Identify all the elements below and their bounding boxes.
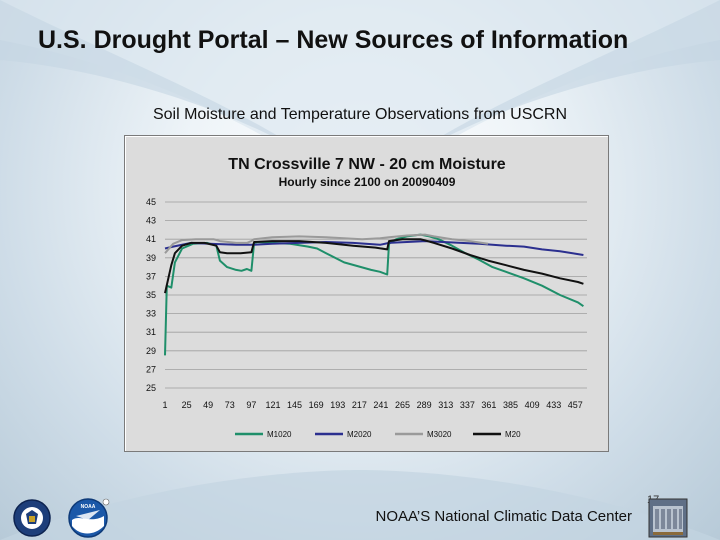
y-tick-label: 29	[146, 346, 156, 356]
y-tick-label: 43	[146, 216, 156, 226]
series-group	[164, 233, 584, 356]
x-tick-label: 241	[373, 400, 388, 410]
y-tick-label: 31	[146, 327, 156, 337]
slide-title: U.S. Drought Portal – New Sources of Inf…	[38, 26, 629, 54]
y-tick-label: 39	[146, 253, 156, 263]
x-tick-label: 409	[525, 400, 540, 410]
series-line-m20	[164, 238, 584, 294]
y-tick-label: 35	[146, 290, 156, 300]
y-tick-label: 37	[146, 271, 156, 281]
chart-container: TN Crossville 7 NW - 20 cm Moisture Hour…	[124, 135, 609, 452]
x-tick-label: 193	[330, 400, 345, 410]
y-axis: 45 43 41 39 37 35 33 31 29 27 25	[146, 197, 156, 393]
grid	[165, 201, 587, 389]
chart-subtitle: Hourly since 2100 on 20090409	[279, 175, 456, 189]
y-tick-label: 45	[146, 197, 156, 207]
series-line-m3020	[164, 233, 489, 254]
legend-label: M20	[505, 430, 521, 439]
legend-label: M3020	[427, 430, 452, 439]
footer-text: NOAA’S National Climatic Data Center	[375, 508, 632, 525]
x-tick-label: 73	[225, 400, 235, 410]
legend: M1020 M2020 M3020 M20	[235, 430, 521, 439]
x-tick-label: 169	[309, 400, 324, 410]
x-tick-label: 433	[546, 400, 561, 410]
x-tick-label: 217	[352, 400, 367, 410]
svg-text:NOAA: NOAA	[81, 504, 96, 510]
x-tick-label: 361	[481, 400, 496, 410]
x-tick-label: 265	[395, 400, 410, 410]
x-tick-label: 145	[287, 400, 302, 410]
ncdc-building-icon	[648, 498, 688, 538]
x-tick-label: 289	[417, 400, 432, 410]
noaa-logo-icon: NOAA	[68, 498, 110, 538]
x-axis: 1 25 49 73 97 121 145 169 193 217 241 265 289 313 337 3…	[162, 400, 582, 410]
slide-subtitle: Soil Moisture and Temperature Observatio…	[152, 106, 568, 123]
x-tick-label: 49	[203, 400, 213, 410]
commerce-seal-icon	[13, 499, 51, 537]
x-tick-label: 97	[246, 400, 256, 410]
x-tick-label: 457	[568, 400, 583, 410]
x-tick-label: 1	[162, 400, 167, 410]
y-tick-label: 27	[146, 364, 156, 374]
legend-label: M1020	[267, 430, 292, 439]
moisture-chart: TN Crossville 7 NW - 20 cm Moisture Hour…	[146, 156, 587, 439]
y-tick-label: 25	[146, 383, 156, 393]
y-tick-label: 33	[146, 309, 156, 319]
y-tick-label: 41	[146, 234, 156, 244]
x-tick-label: 121	[265, 400, 280, 410]
legend-label: M2020	[347, 430, 372, 439]
x-tick-label: 25	[182, 400, 192, 410]
x-tick-label: 385	[503, 400, 518, 410]
x-tick-label: 313	[438, 400, 453, 410]
x-tick-label: 337	[460, 400, 475, 410]
chart-title: TN Crossville 7 NW - 20 cm Moisture	[228, 156, 506, 173]
